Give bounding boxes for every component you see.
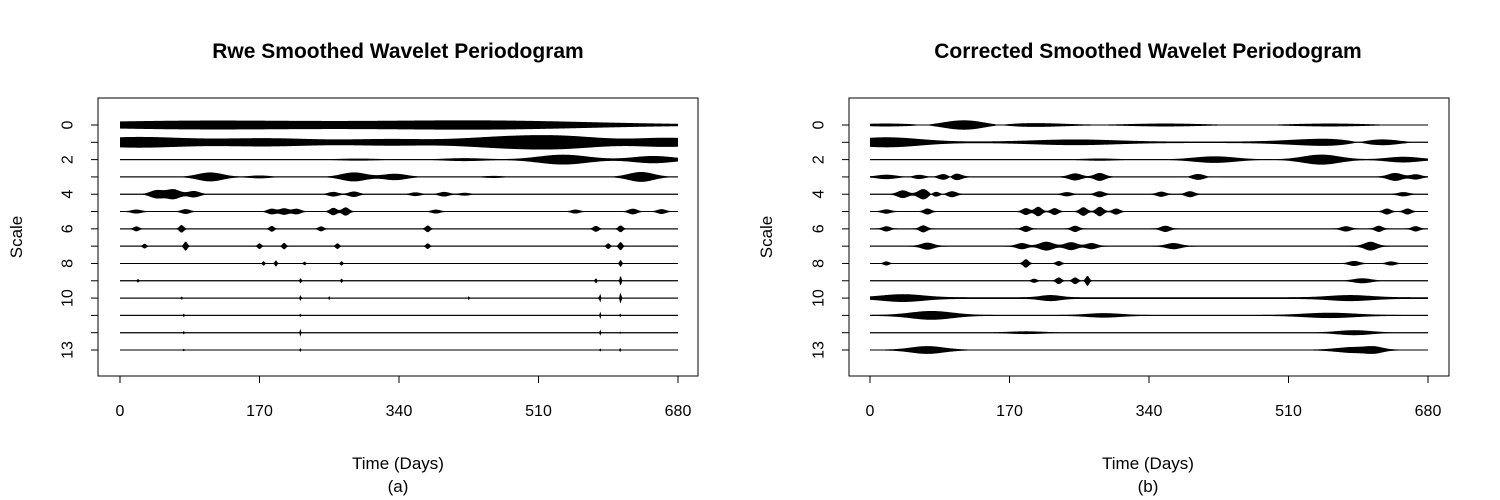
panel-a-x-tick-label-170: 170: [246, 403, 273, 420]
panel-b-y-tick-label-8: 8: [811, 259, 828, 268]
panel-b-x-axis: 0 170 340 510 680: [866, 376, 1442, 420]
panel-b-y-tick-label-0: 0: [811, 120, 828, 129]
panel-a-x-axis: 0 170 340 510 680: [116, 376, 692, 420]
panel-b-bands: [870, 120, 1428, 354]
panel-a-y-tick-label-2: 2: [60, 155, 77, 164]
panel-a-caption: (a): [388, 477, 409, 496]
panel-a-x-tick-label-0: 0: [116, 403, 125, 420]
panel-a-y-tick-label-4: 4: [60, 190, 77, 199]
panel-b-y-tick-label-10: 10: [811, 289, 828, 307]
panel-b-y-tick-label-4: 4: [811, 190, 828, 199]
panel-b-x-tick-label-510: 510: [1275, 403, 1302, 420]
panel-b-y-axis: 0 2 4 6 8 10 13: [811, 120, 849, 359]
panel-b-y-tick-label-13: 13: [811, 341, 828, 359]
panel-a-x-tick-label-340: 340: [386, 403, 413, 420]
panel-a-x-tick-label-510: 510: [525, 403, 552, 420]
panel-b-y-tick-label-6: 6: [811, 224, 828, 233]
panel-a-xlabel: Time (Days): [352, 454, 444, 473]
panel-b-x-tick-label-170: 170: [996, 403, 1023, 420]
panel-b-x-tick-label-0: 0: [866, 403, 875, 420]
panel-b-y-tick-label-2: 2: [811, 155, 828, 164]
panel-a-bands: [120, 120, 678, 353]
panel-a-y-tick-label-6: 6: [60, 224, 77, 233]
panel-a-x-tick-label-680: 680: [665, 403, 692, 420]
panel-a-ylabel: Scale: [7, 216, 26, 259]
panel-b: Corrected Smoothed Wavelet Periodogram 0…: [757, 40, 1450, 496]
panel-a-plot-frame: [97, 97, 699, 377]
panel-a-title: Rwe Smoothed Wavelet Periodogram: [212, 40, 583, 63]
panel-a-y-tick-label-0: 0: [60, 120, 77, 129]
panel-b-x-tick-label-680: 680: [1415, 403, 1442, 420]
panel-a-y-tick-label-10: 10: [60, 289, 77, 307]
panel-a-y-axis: 0 2 4 6 8 10 13: [60, 120, 98, 359]
panel-b-xlabel: Time (Days): [1102, 454, 1194, 473]
panel-b-caption: (b): [1138, 477, 1159, 496]
panel-b-title: Corrected Smoothed Wavelet Periodogram: [934, 40, 1361, 63]
panel-b-x-tick-label-340: 340: [1136, 403, 1163, 420]
panel-a-y-tick-label-8: 8: [60, 259, 77, 268]
panel-b-ylabel: Scale: [757, 216, 776, 259]
panel-a: Rwe Smoothed Wavelet Periodogram 0 170 340…: [7, 40, 699, 496]
panel-a-y-tick-label-13: 13: [60, 341, 77, 359]
